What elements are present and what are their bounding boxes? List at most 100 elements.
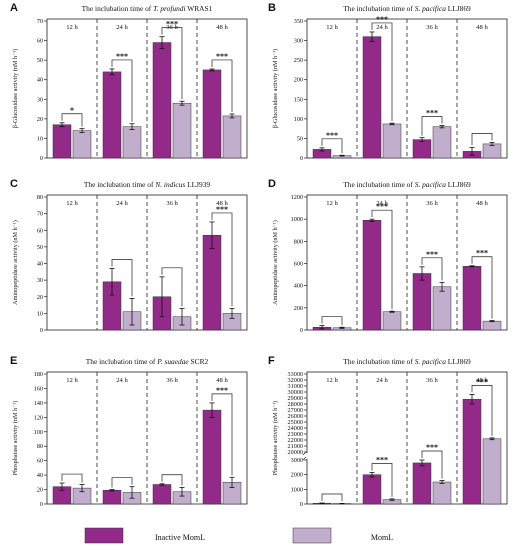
bar-inactive-moml bbox=[362, 474, 382, 505]
significance-label: *** bbox=[476, 249, 488, 258]
y-tick-label: 250 bbox=[294, 57, 303, 64]
time-label: 36 h bbox=[426, 200, 438, 207]
legend-label: Inactive MomL bbox=[155, 533, 205, 542]
panel-title: The inclubation time of P. suaedae SCR2 bbox=[86, 357, 209, 366]
y-tick-label: 60 bbox=[37, 38, 43, 45]
time-label: 36 h bbox=[166, 200, 178, 207]
y-tick-label: 29000 bbox=[288, 395, 303, 402]
time-label: 24 h bbox=[116, 377, 128, 384]
bar-inactive-moml bbox=[202, 234, 222, 331]
significance-bracket bbox=[61, 113, 83, 127]
panel-e: E The inclubation time of P. suaedae SCR2… bbox=[10, 355, 248, 508]
time-label: 12 h bbox=[326, 377, 338, 384]
significance-label: *** bbox=[216, 205, 228, 214]
y-tick-label: 31000 bbox=[288, 383, 303, 390]
panel-title: The inclubation time of T. profundi WRAS… bbox=[82, 4, 213, 13]
bar-moml bbox=[222, 115, 242, 159]
y-axis-label: Phosphatase activity (nM h⁻¹) bbox=[12, 401, 19, 476]
legend: Inactive MomL MomL bbox=[84, 527, 393, 544]
panel-c: C The inclubation time of N. indicus LLJ9… bbox=[10, 178, 248, 334]
y-tick-label: 80 bbox=[37, 443, 43, 450]
y-tick-label: 28000 bbox=[288, 401, 303, 408]
panel-label: B bbox=[268, 2, 276, 14]
significance-label: *** bbox=[376, 202, 388, 211]
y-tick-label: 10 bbox=[37, 135, 43, 142]
bar-moml bbox=[482, 438, 502, 505]
panel-f: F The inclubation time of S. pacifica LLJ… bbox=[268, 355, 508, 508]
y-tick-label: 0 bbox=[300, 327, 303, 334]
bar-inactive-moml bbox=[102, 71, 122, 159]
time-label: 24 h bbox=[376, 24, 388, 31]
y-tick-label: 0 bbox=[40, 501, 43, 508]
y-axis-label: Aminopeptidase activity (nM h⁻¹) bbox=[272, 220, 279, 305]
panel-title: The inclubation time of S. pacifica LLJ8… bbox=[343, 357, 471, 366]
time-label: 24 h bbox=[376, 377, 388, 384]
bar-moml bbox=[432, 481, 452, 505]
y-axis-label: Aminopeptidase activity (nM h⁻¹) bbox=[12, 220, 19, 305]
significance-label: *** bbox=[216, 386, 228, 395]
bar-moml bbox=[122, 126, 142, 159]
y-tick-label: 30 bbox=[37, 277, 43, 284]
y-tick-label: 0 bbox=[300, 155, 303, 162]
y-tick-label: 21000 bbox=[288, 443, 303, 450]
time-label: 48 h bbox=[216, 200, 228, 207]
bar-inactive-moml bbox=[202, 409, 222, 505]
bar-inactive-moml bbox=[152, 42, 172, 159]
y-tick-label: 30 bbox=[37, 96, 43, 103]
y-tick-label: 140 bbox=[34, 400, 43, 407]
significance-label: *** bbox=[426, 109, 438, 118]
y-tick-label: 0 bbox=[300, 501, 303, 508]
y-tick-label: 33000 bbox=[288, 371, 303, 378]
bar-moml bbox=[432, 286, 452, 331]
time-label: 12 h bbox=[66, 24, 78, 31]
significance-bracket bbox=[421, 257, 443, 281]
significance-bracket bbox=[471, 132, 493, 146]
significance-bracket bbox=[371, 22, 393, 122]
y-axis-label: β-Glucosidase activity (nM h⁻¹) bbox=[272, 49, 279, 129]
time-label: 24 h bbox=[376, 200, 388, 207]
y-axis-label: Phosphatase activity (nM h⁻¹) bbox=[272, 401, 279, 476]
y-tick-label: 24000 bbox=[288, 425, 303, 432]
y-tick-label: 100 bbox=[34, 429, 43, 436]
y-tick-label: 20 bbox=[37, 487, 43, 494]
time-label: 36 h bbox=[426, 377, 438, 384]
significance-bracket bbox=[211, 59, 233, 112]
y-tick-label: 20 bbox=[37, 116, 43, 123]
y-tick-label: 0 bbox=[40, 327, 43, 334]
bar-inactive-moml bbox=[52, 124, 72, 159]
legend-swatch bbox=[84, 527, 124, 544]
time-label: 48 h bbox=[216, 377, 228, 384]
y-tick-label: 350 bbox=[294, 18, 303, 25]
significance-bracket bbox=[111, 259, 133, 297]
y-tick-label: 20 bbox=[37, 294, 43, 301]
y-tick-label: 26000 bbox=[288, 413, 303, 420]
significance-bracket bbox=[421, 116, 443, 136]
y-tick-label: 600 bbox=[294, 261, 303, 268]
y-tick-label: 60 bbox=[37, 227, 43, 234]
y-tick-label: 200 bbox=[294, 77, 303, 84]
significance-bracket bbox=[211, 212, 233, 307]
significance-bracket bbox=[111, 59, 133, 122]
significance-bracket bbox=[421, 450, 443, 479]
panel-a: A The inclubation time of T. profundi WRA… bbox=[10, 2, 248, 162]
significance-bracket bbox=[321, 493, 343, 502]
panel-title: The inclubation time of S. pacifica LLJ8… bbox=[343, 4, 471, 13]
time-label: 12 h bbox=[326, 24, 338, 31]
time-label: 36 h bbox=[166, 377, 178, 384]
y-tick-label: 1000 bbox=[291, 486, 303, 493]
y-axis-label: β-Glucosidase activity (nM h⁻¹) bbox=[12, 49, 19, 129]
time-label: 12 h bbox=[326, 200, 338, 207]
panel-title: The inclubation time of S. pacifica LLJ8… bbox=[343, 180, 471, 189]
time-label: 36 h bbox=[426, 24, 438, 31]
y-tick-label: 40 bbox=[37, 77, 43, 84]
y-tick-label: 70 bbox=[37, 211, 43, 218]
significance-bracket bbox=[471, 256, 493, 319]
bar-moml bbox=[432, 126, 452, 159]
y-tick-label: 27000 bbox=[288, 407, 303, 414]
y-tick-label: 50 bbox=[297, 135, 303, 142]
significance-label: * bbox=[70, 106, 74, 115]
panel-label: F bbox=[268, 355, 275, 367]
y-tick-label: 0 bbox=[40, 155, 43, 162]
